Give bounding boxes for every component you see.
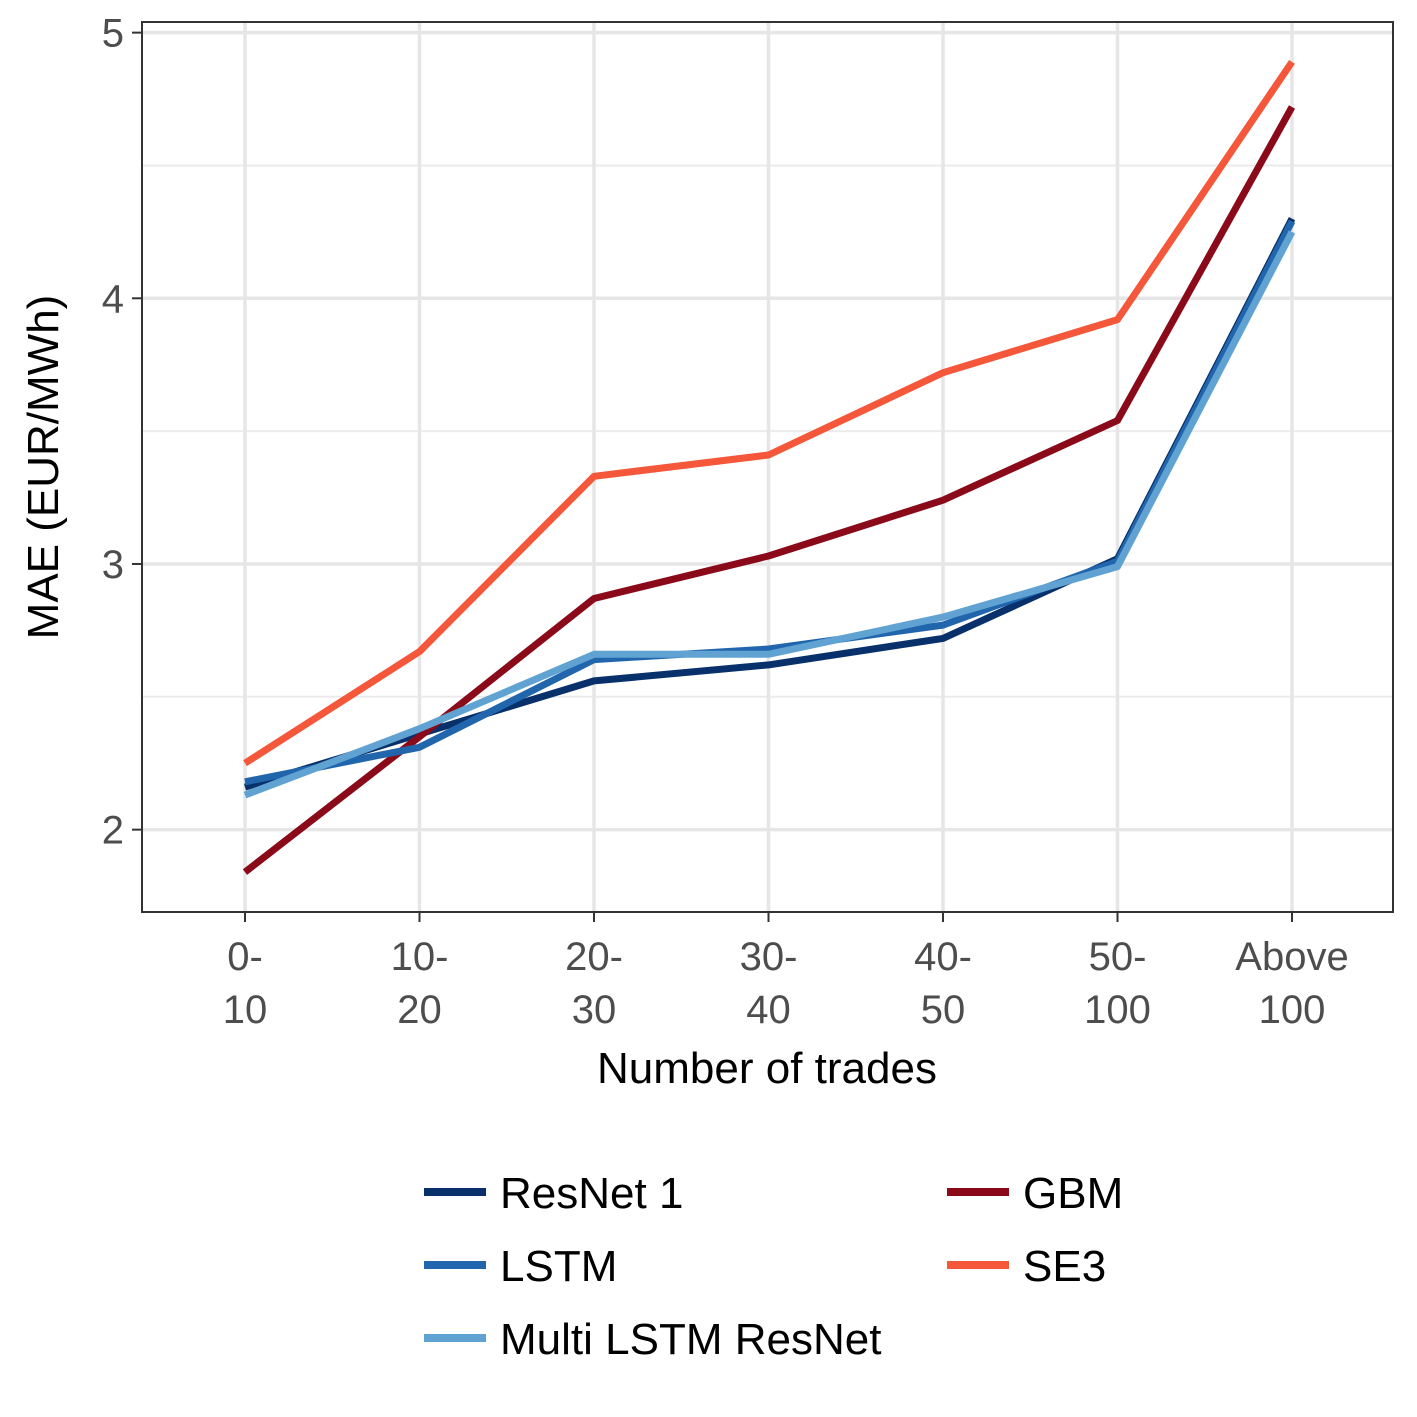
x-tick-label: 50- [1089,935,1147,979]
x-tick-label: 100 [1259,988,1326,1032]
x-tick-label: 10 [223,988,268,1032]
x-tick-label: Above [1235,935,1348,979]
x-tick-label: 100 [1084,988,1151,1032]
series-lines [242,59,1296,875]
legend-item: Multi LSTM ResNet [424,1315,881,1364]
x-tick-label: 30 [572,988,617,1032]
x-tick-label: 10- [391,935,449,979]
x-tick-label: 20 [397,988,442,1032]
legend-label: ResNet 1 [500,1169,683,1218]
y-axis-title: MAE (EUR/MWh) [19,295,68,640]
x-tick-label: 40 [746,988,791,1032]
legend-item: LSTM [424,1242,617,1291]
x-axis-title: Number of trades [597,1044,937,1093]
x-tick-label: 20- [565,935,623,979]
legend-item: GBM [947,1169,1123,1218]
grid-major [142,22,1393,912]
x-axis: 0- 10 10- 20 20- 30 30- 40 40- 50 50- 100 Above 100 [223,912,1349,1032]
series-line-gbm [242,105,1296,875]
legend-label: Multi LSTM ResNet [500,1315,881,1364]
x-tick-label: 30- [740,935,798,979]
x-tick-label: 50 [921,988,966,1032]
y-tick-label: 4 [102,277,124,321]
legend-label: LSTM [500,1242,617,1291]
legend-label: GBM [1023,1169,1123,1218]
series-line-multi-lstm-resnet [243,230,1296,799]
y-tick-label: 2 [102,809,124,853]
legend-item: ResNet 1 [424,1169,683,1218]
y-tick-label: 5 [102,12,124,56]
legend-label: SE3 [1023,1242,1106,1291]
y-tick-label: 3 [102,543,124,587]
legend-item: SE3 [947,1242,1106,1291]
series-line-se3 [243,59,1295,767]
y-axis: 2 3 4 5 [102,12,142,853]
x-tick-label: 40- [914,935,972,979]
legend: ResNet 1 GBM LSTM SE3 Multi LSTM ResNet [424,1169,1123,1364]
x-tick-label: 0- [227,935,263,979]
